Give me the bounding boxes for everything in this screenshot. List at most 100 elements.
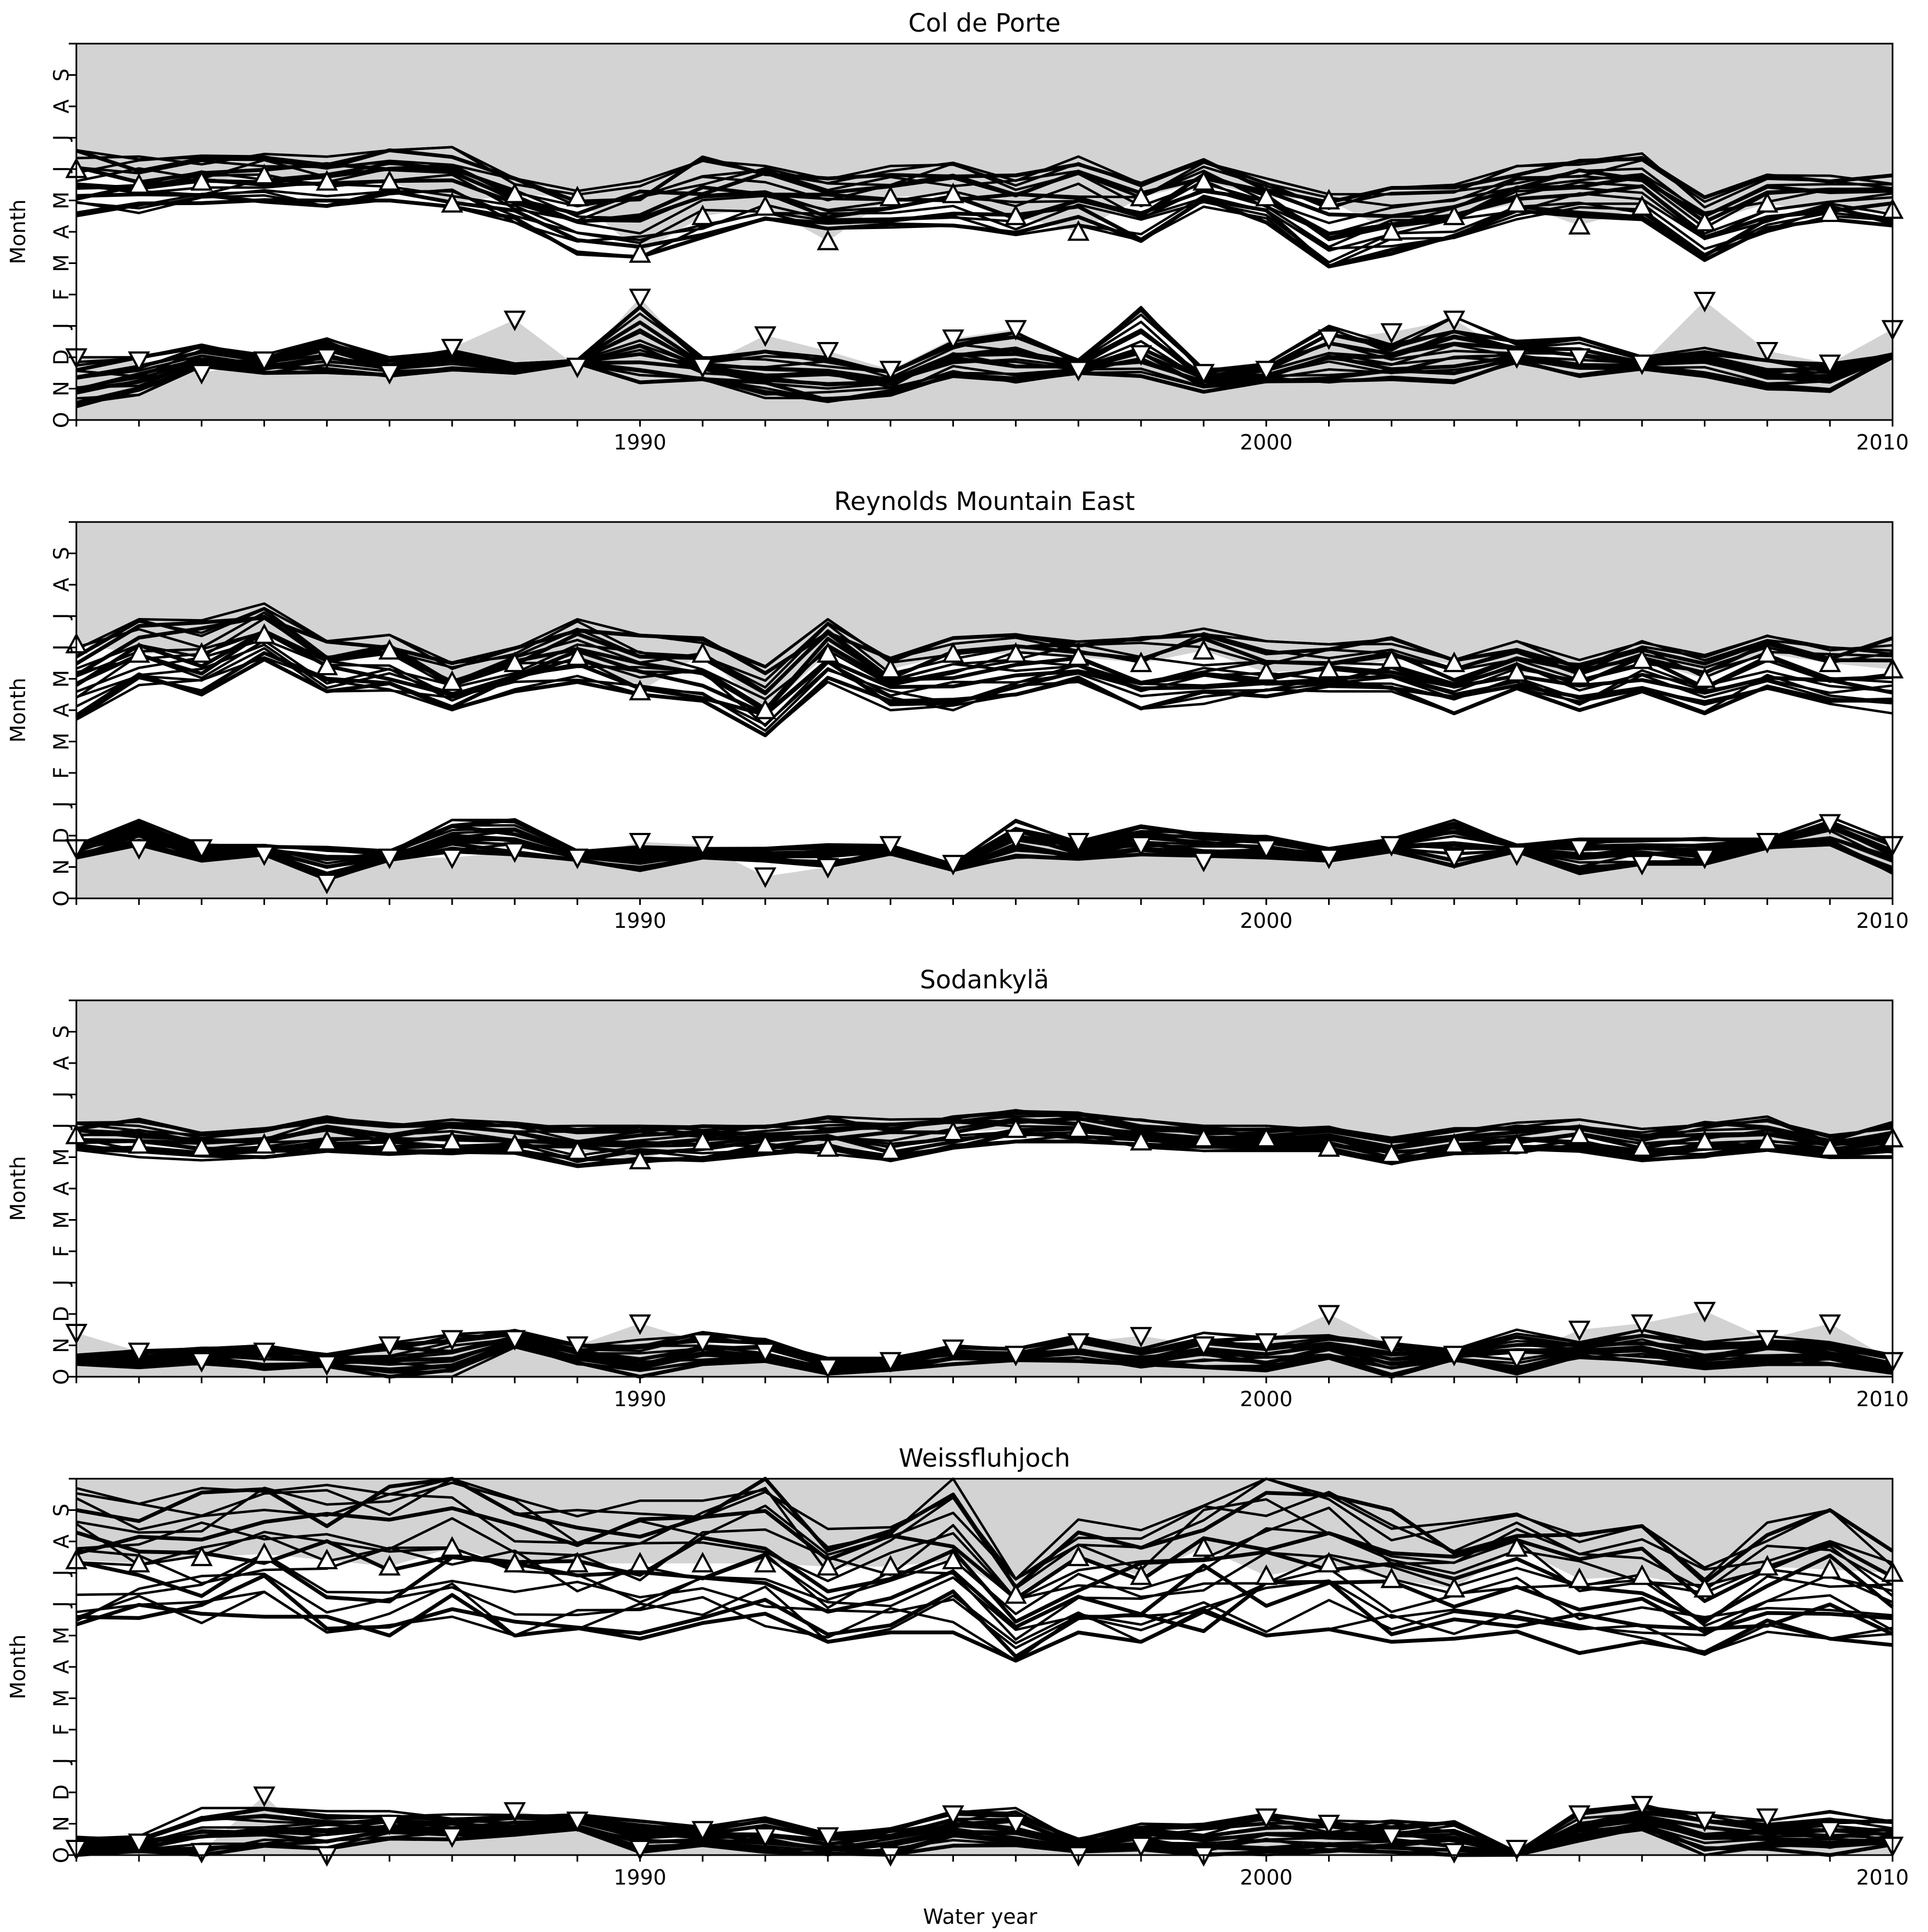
y-tick-label: D [49, 349, 73, 365]
snow-onset-marker [754, 1827, 777, 1848]
snow-onset-marker [1631, 355, 1654, 375]
snow-onset-marker [816, 342, 839, 363]
melt-out-marker [816, 230, 839, 250]
snow-onset-marker [378, 364, 401, 385]
y-tick-label: J [49, 801, 73, 808]
melt-out-marker [1693, 1130, 1716, 1151]
y-tick-label: S [49, 68, 73, 81]
melt-out-marker [1756, 642, 1779, 663]
snow-onset-marker [1192, 851, 1215, 873]
melt-out-marker [1318, 189, 1340, 209]
melt-out-marker [503, 1133, 526, 1154]
melt-out-marker [1380, 648, 1403, 669]
y-tick-label: D [49, 1784, 73, 1800]
model-melt-line [76, 1477, 1894, 1581]
melt-out-marker [1568, 1567, 1591, 1588]
snow-onset-marker [503, 1330, 526, 1351]
snow-onset-marker [754, 1342, 777, 1364]
snow-onset-marker [691, 836, 714, 857]
melt-out-marker [441, 1536, 464, 1557]
melt-out-marker [754, 1552, 777, 1573]
melt-out-marker [190, 1136, 213, 1157]
y-tick-label: S [49, 1503, 73, 1516]
melt-out-marker [253, 623, 275, 644]
snow-onset-marker [1255, 1808, 1278, 1829]
melt-out-marker [1443, 651, 1465, 673]
model-melt-line [76, 189, 1893, 264]
melt-out-marker [754, 195, 777, 216]
melt-out-marker [503, 1552, 526, 1573]
melt-out-marker [128, 1552, 151, 1573]
melt-out-marker [315, 1549, 338, 1569]
melt-out-marker [1818, 1558, 1841, 1579]
snow-onset-marker [629, 1314, 651, 1335]
snow-onset-marker [1255, 361, 1278, 382]
y-tick-label: M [49, 254, 73, 272]
melt-out-marker [190, 642, 213, 663]
snow-onset-marker [378, 1336, 401, 1357]
snow-onset-marker [816, 1827, 839, 1848]
model-melt-line [76, 146, 1893, 199]
snow-onset-marker [691, 357, 714, 379]
y-tick-label: A [49, 99, 73, 113]
melt-out-marker [1005, 1583, 1027, 1604]
model-melt-line [76, 1112, 1893, 1143]
y-tick-label: S [49, 547, 73, 560]
y-tick-label: J [49, 1091, 73, 1099]
snow-onset-marker [1318, 329, 1340, 350]
x-tick-label: 2010 [1856, 1865, 1909, 1889]
snow-onset-marker [190, 1352, 213, 1373]
snow-onset-marker [128, 351, 151, 372]
melt-out-marker [128, 173, 151, 194]
snow-onset-marker [1693, 1301, 1716, 1323]
panel-4: Weissfluhjoch Month O N D J F M A M J J A S 1990 2000 20… [6, 1443, 1909, 1889]
snow-onset-marker [1505, 1840, 1528, 1861]
observed-snow-band-upper [76, 44, 1893, 254]
snow-onset-marker [879, 836, 902, 857]
panel-title: Reynolds Mountain East [834, 487, 1134, 516]
snow-onset-marker [1505, 1349, 1528, 1370]
melt-out-marker [1130, 1564, 1152, 1585]
melt-out-marker [754, 1133, 777, 1154]
model-onset-line [76, 1806, 1893, 1853]
melt-out-marker [754, 698, 777, 719]
y-tick-label: O [49, 1369, 73, 1385]
y-axis-label: Month [6, 199, 30, 264]
y-tick-label: M [49, 1627, 73, 1645]
melt-out-marker [1568, 214, 1591, 235]
snow-onset-marker [691, 1333, 714, 1354]
y-axis-label: Month [6, 677, 30, 742]
observed-snow-band-upper [76, 522, 1893, 710]
model-onset-line [76, 320, 1893, 382]
melt-out-marker [1756, 1555, 1779, 1576]
y-tick-label: J [49, 1123, 73, 1130]
snow-onset-marker [754, 326, 777, 347]
melt-out-marker [1192, 1126, 1215, 1148]
model-melt-line [76, 602, 1893, 670]
snow-onset-marker [253, 845, 275, 866]
melt-out-marker [566, 645, 588, 666]
melt-out-marker [1631, 1136, 1654, 1157]
y-tick-label: J [49, 1570, 73, 1577]
snow-onset-marker [1067, 361, 1090, 382]
melt-out-marker [1443, 1133, 1465, 1154]
model-melt-line [76, 162, 1893, 218]
model-onset-line [76, 340, 1893, 389]
model-melt-line [76, 146, 1893, 211]
snow-onset-marker [1631, 1314, 1654, 1335]
melt-out-marker [1005, 642, 1027, 663]
y-tick-label: F [49, 767, 73, 779]
snow-onset-marker [441, 848, 464, 869]
snow-onset-marker [1631, 1796, 1654, 1817]
snow-onset-marker [1192, 364, 1215, 385]
x-tick-label: 1990 [614, 430, 666, 454]
y-axis-label: Month [6, 1634, 30, 1699]
snow-onset-marker [1443, 310, 1465, 332]
melt-out-marker [691, 642, 714, 663]
snow-onset-marker [1818, 355, 1841, 375]
x-tick-label: 1990 [614, 1387, 666, 1411]
melt-out-marker [1693, 211, 1716, 232]
melt-out-marker [1318, 658, 1340, 679]
snow-onset-marker [879, 361, 902, 382]
melt-out-marker [378, 1555, 401, 1576]
